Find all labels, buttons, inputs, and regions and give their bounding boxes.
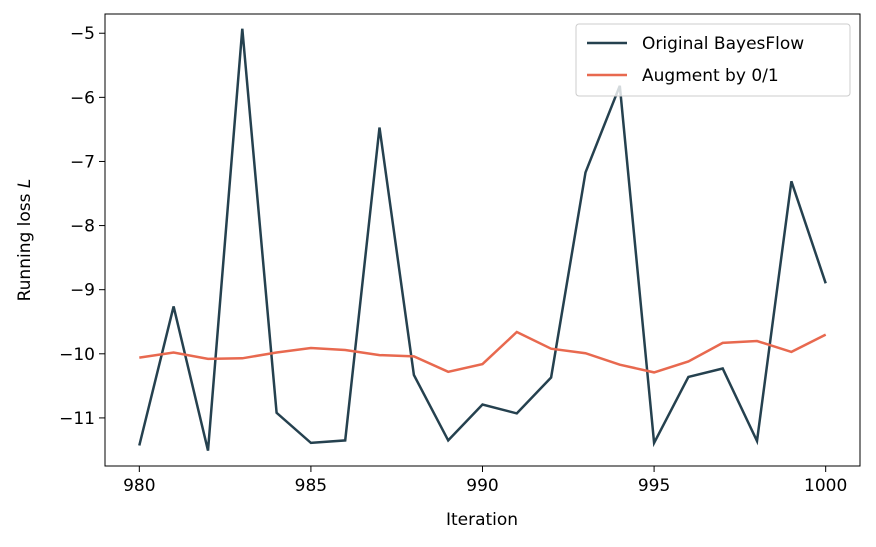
legend: Original BayesFlow Augment by 0/1 (575, 23, 851, 97)
y-axis-label-text: Running loss (15, 193, 35, 301)
y-tick-label: −6 (70, 88, 95, 108)
series-line-augment (139, 330, 827, 374)
y-tick-label: −9 (70, 281, 95, 301)
y-axis-label-symbol: L (15, 179, 35, 188)
y-axis: −5 −6 −7 −8 −9 −10 −11 (59, 24, 105, 429)
legend-label-augment: Augment by 0/1 (642, 66, 779, 86)
y-axis-label: Running loss L (15, 179, 35, 302)
y-tick-label: −10 (59, 345, 95, 365)
x-tick-label: 985 (295, 476, 327, 496)
y-tick-label: −11 (59, 409, 95, 429)
series-line-original-bayesflow (138, 28, 827, 451)
y-tick-label: −5 (70, 24, 95, 44)
legend-label-original-bayesflow: Original BayesFlow (642, 34, 804, 54)
y-tick-label: −8 (70, 217, 95, 237)
x-tick-label: 1000 (804, 476, 847, 496)
x-tick-label: 990 (466, 476, 498, 496)
x-tick-label: 980 (123, 476, 155, 496)
series-layer (138, 28, 827, 451)
x-axis-label: Iteration (446, 510, 518, 530)
y-tick-label: −7 (70, 152, 95, 172)
legend-box (575, 23, 851, 97)
x-axis: 980 985 990 995 1000 (123, 466, 847, 496)
x-tick-label: 995 (638, 476, 670, 496)
